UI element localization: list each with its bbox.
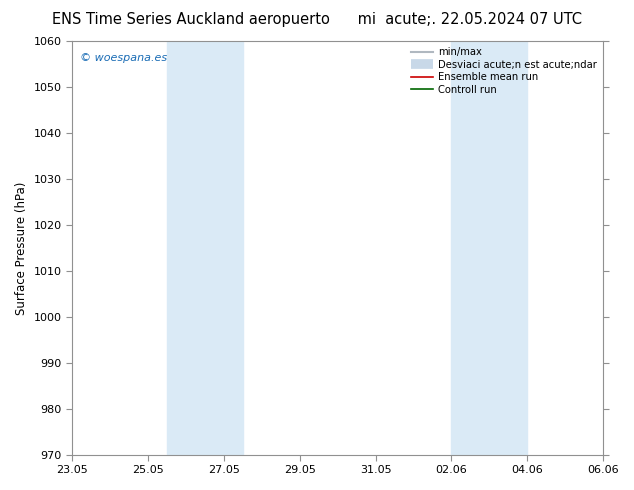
Bar [451,41,527,455]
Y-axis label: Surface Pressure (hPa): Surface Pressure (hPa) [15,181,28,315]
Text: ENS Time Series Auckland aeropuerto      mi  acute;. 22.05.2024 07 UTC: ENS Time Series Auckland aeropuerto mi a… [52,12,582,27]
Bar [167,41,243,455]
Legend: min/max, Desviaci acute;n est acute;ndar, Ensemble mean run, Controll run: min/max, Desviaci acute;n est acute;ndar… [407,43,601,98]
Text: © woespana.es: © woespana.es [80,53,167,64]
